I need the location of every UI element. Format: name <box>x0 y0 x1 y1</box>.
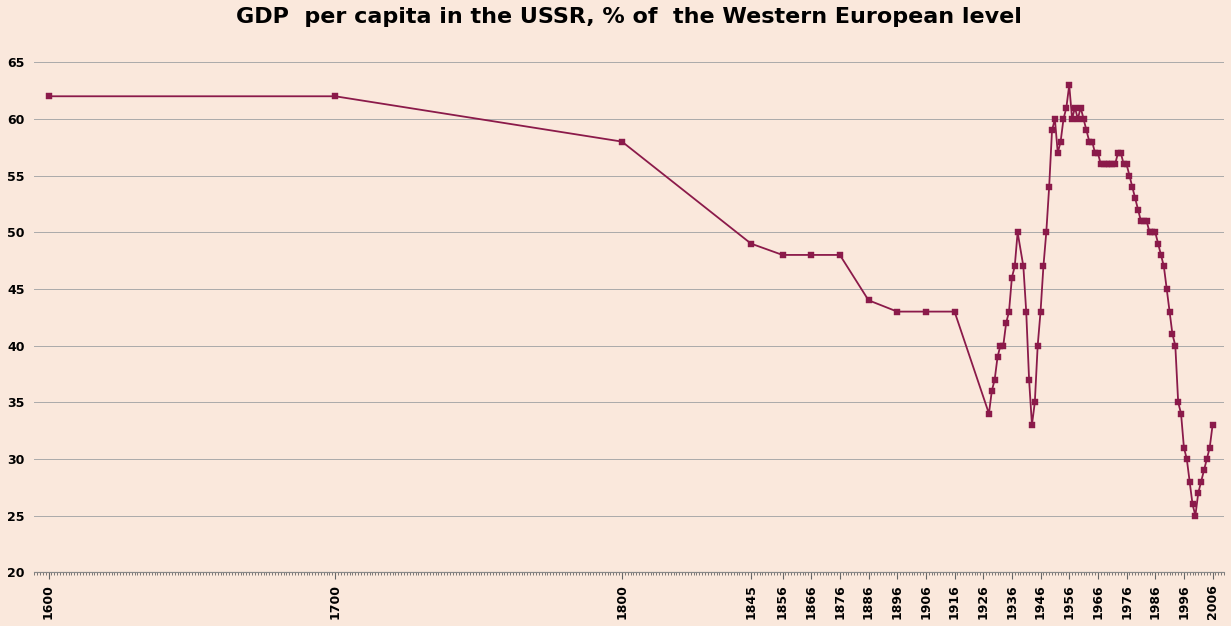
Title: GDP  per capita in the USSR, % of  the Western European level: GDP per capita in the USSR, % of the Wes… <box>236 7 1022 27</box>
